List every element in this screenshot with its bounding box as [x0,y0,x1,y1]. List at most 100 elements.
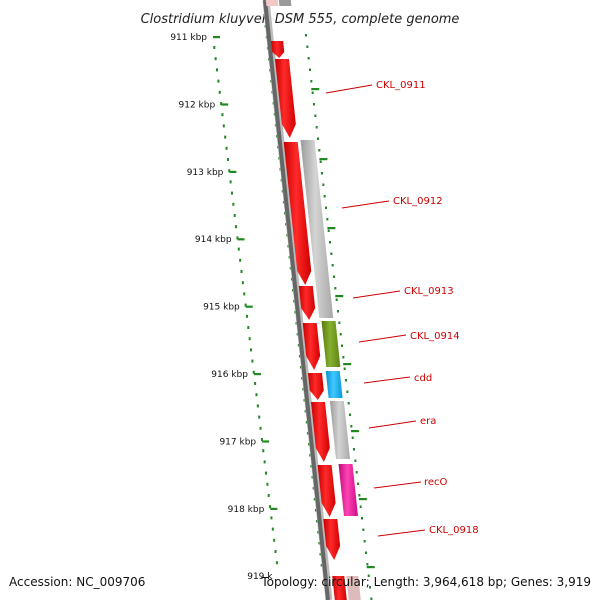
guide-dot [309,454,311,457]
cog-block-grey-2[interactable] [329,401,350,459]
ruler-ticks: 911 kbp 912 kbp 913 kbp 914 kbp 915 kbp 916 k… [170,33,278,582]
cog-block-magenta[interactable] [338,464,358,516]
ruler-tick [229,170,237,173]
guide-dot [319,553,322,556]
gene-label[interactable]: CKL_0913 [404,286,454,297]
guide-dot [317,137,320,140]
gene-label[interactable]: CKL_0911 [376,80,426,91]
ruler-tick [262,440,270,443]
ruler-dot [216,68,219,72]
ruler-dot [275,561,278,565]
cog-partial-bottom[interactable] [346,576,361,600]
gene-label[interactable]: cdd [414,373,432,384]
guide-dot [300,366,302,369]
ruler-tick-label: 913 kbp [187,168,224,178]
guide-dot [347,402,350,405]
guide-dot [311,91,314,94]
gene-blocks [265,0,347,600]
ruler-dot [220,102,223,105]
guide-dot [335,298,338,301]
gene-leader-line [352,290,401,299]
guide-dot [333,275,336,278]
guide-dot [355,471,358,474]
cog-block-grey[interactable] [300,140,334,318]
ruler-tick-label: 912 kbp [179,100,216,110]
gene-arrow-reco[interactable] [317,465,336,517]
gene-leader-line [368,420,417,429]
guide-dot [318,149,321,152]
guide-dot [318,542,320,545]
guide-dot [313,498,316,501]
ruler-dot [256,404,259,408]
ruler-dot [237,247,240,251]
guide-dot [363,540,366,543]
guide-dot [365,551,368,554]
guide-dot [337,310,340,313]
guide-dot [302,388,304,391]
ruler-dot [213,46,216,49]
ruler-tick-label: 917 kbp [219,437,256,447]
gene-label[interactable]: CKL_0914 [410,331,460,342]
ruler-dot [240,270,243,273]
cog-block-olive[interactable] [321,321,341,367]
guide-tick [343,363,352,366]
gene-partial-top[interactable] [265,0,279,6]
guide-dot [294,311,296,314]
guide-dot [301,377,303,380]
guide-dot [279,168,281,171]
ruler-dot [259,426,262,430]
gene-arrow-ckl_0911[interactable] [274,59,296,138]
ruler-dot [217,79,220,83]
guide-dot [350,425,353,428]
ruler-tick-label: 915 kbp [203,303,240,313]
guide-dot [311,476,314,479]
gene-arrow-ckl_0912[interactable] [283,142,312,285]
ruler-dot [271,527,274,531]
guide-dot [286,234,288,237]
ruler-dot [274,550,277,553]
guide-dot [338,321,341,324]
gene-label[interactable]: CKL_0918 [429,525,479,536]
gene-partial-bottom[interactable] [332,576,347,600]
ruler-dot [229,180,232,184]
ruler-dot [250,348,253,352]
guide-dot [334,287,337,290]
gene-arrow-ckl_0914[interactable] [302,323,321,370]
guide-dot [308,443,310,446]
ruler-dot [252,370,255,374]
gene-arrow-cdd[interactable] [307,373,324,400]
gene-arrow-ckl_0918[interactable] [323,519,341,560]
ruler-dot [235,225,238,229]
gene-leader-line [341,200,390,209]
gene-label[interactable]: CKL_0912 [393,196,443,207]
guide-dot [351,436,354,439]
ruler-dot [222,124,225,128]
guide-dot [345,379,348,382]
ruler-tick [237,238,245,241]
gene-arrow-ckl_0913[interactable] [298,286,316,320]
guide-dot [277,146,279,149]
guide-dot [323,195,326,198]
ruler-dot [251,359,254,363]
guide-dot [358,494,361,497]
guide-dot [349,413,352,416]
guide-dot [325,206,328,209]
gene-arrow-era[interactable] [311,402,330,462]
gene-partial-top-2[interactable] [278,0,292,6]
guide-dot [322,183,325,186]
guide-dot [303,399,305,402]
ruler-tick [221,103,229,106]
gene-leader-line [373,481,422,489]
gene-label[interactable]: recO [424,477,448,488]
ruler-tick-label: 918 kbp [228,505,265,515]
cog-block-cyan[interactable] [325,371,343,398]
gene-leader-line [358,334,407,343]
guide-dot [314,114,317,117]
guide-dot [357,482,360,485]
ruler-tick-label: 911 kbp [170,33,207,43]
gene-label[interactable]: era [420,416,436,427]
guide-dot [312,487,315,490]
backbone-line [263,0,330,600]
guide-dot [306,45,309,48]
gene-arrow[interactable] [271,41,285,58]
